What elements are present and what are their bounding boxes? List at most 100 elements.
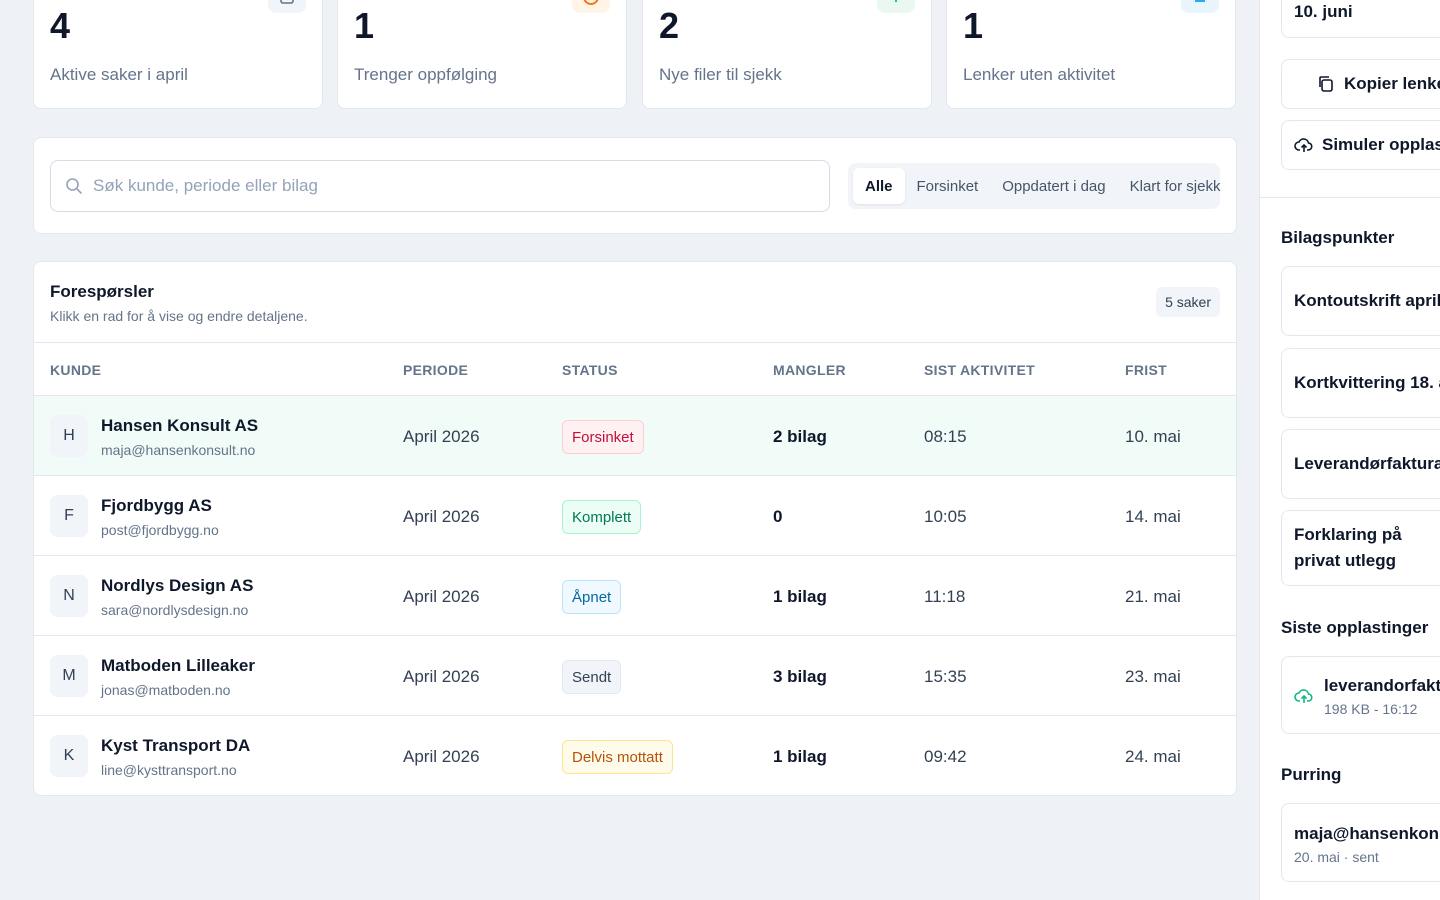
stat-card-active: 4 Aktive saker i april — [33, 0, 323, 109]
bilag-item-label: Kortkvittering 18. april — [1294, 373, 1440, 392]
customer-name: Hansen Konsult AS — [101, 416, 259, 435]
filter-panel: Alle Forsinket Oppdatert i dag Klart for… — [33, 137, 1237, 234]
table-row[interactable]: F Fjordbygg AS post@fjordbygg.no April 2… — [34, 476, 1236, 556]
status-badge: Sendt — [562, 660, 622, 694]
avatar: H — [50, 415, 88, 457]
purring-meta: 20. mai · sent — [1294, 849, 1379, 865]
column-header-period: PERIODE — [403, 362, 469, 378]
missing-cell: 1 bilag — [773, 747, 827, 766]
column-header-status: STATUS — [562, 362, 618, 378]
customer-name: Matboden Lilleaker — [101, 656, 255, 675]
count-badge: 5 saker — [1156, 287, 1220, 317]
stat-value: 2 — [659, 5, 680, 46]
deadline-cell: 14. mai — [1125, 507, 1181, 526]
panel-subtitle: Klikk en rad for å vise og endre detalje… — [50, 308, 308, 324]
bilag-item-label: Forklaring på privat utlegg — [1294, 525, 1402, 570]
column-header-customer: KUNDE — [50, 362, 102, 378]
alert-icon — [572, 0, 610, 13]
copy-link-button[interactable]: Kopier lenke — [1281, 59, 1440, 109]
detail-sidebar: 10. juni Kopier lenke Simuler opplasting… — [1259, 0, 1440, 900]
missing-cell: 2 bilag — [773, 427, 827, 446]
status-badge: Åpnet — [562, 580, 622, 614]
upload-item[interactable]: leverandorfaktura 198 KB - 16:12 — [1281, 656, 1440, 734]
table-row[interactable]: H Hansen Konsult AS maja@hansenkonsult.n… — [34, 396, 1236, 476]
requests-panel: Forespørsler Klikk en rad for å vise og … — [33, 261, 1237, 796]
column-header-last-activity: SIST AKTIVITET — [924, 362, 1036, 378]
stats-row: 4 Aktive saker i april 1 Trenger oppfølg… — [33, 0, 1237, 109]
upload-meta: 198 KB - 16:12 — [1324, 701, 1418, 717]
status-badge: Forsinket — [562, 420, 644, 454]
period-cell: April 2026 — [403, 507, 480, 526]
customer-name: Nordlys Design AS — [101, 576, 254, 595]
stat-label: Lenker uten aktivitet — [963, 65, 1116, 84]
search-input[interactable] — [93, 176, 793, 196]
period-cell: April 2026 — [403, 747, 480, 766]
bilag-item[interactable]: Kortkvittering 18. april — [1281, 348, 1440, 418]
filter-tab-delayed[interactable]: Forsinket — [916, 177, 979, 195]
avatar: K — [50, 735, 88, 777]
activity-cell: 08:15 — [924, 427, 967, 446]
purring-email: maja@hansenkonsult.no — [1294, 824, 1440, 843]
table-row[interactable]: N Nordlys Design AS sara@nordlysdesign.n… — [34, 556, 1236, 636]
table-header: KUNDE PERIODE STATUS MANGLER SIST AKTIVI… — [34, 342, 1236, 396]
customer-email: jonas@matboden.no — [101, 682, 231, 698]
filter-tabs: Alle Forsinket Oppdatert i dag Klart for… — [848, 163, 1220, 209]
stat-label: Trenger oppfølging — [354, 65, 498, 84]
copy-icon — [1319, 76, 1333, 92]
customer-email: sara@nordlysdesign.no — [101, 602, 249, 618]
customer-email: post@fjordbygg.no — [101, 522, 219, 538]
link-icon — [1181, 0, 1219, 13]
bilag-item-label: Kontoutskrift april — [1294, 291, 1440, 310]
copy-link-label: Kopier lenke — [1344, 74, 1440, 93]
stat-label: Nye filer til sjekk — [659, 65, 782, 84]
filter-tab-updated-today[interactable]: Oppdatert i dag — [1002, 177, 1106, 195]
period-cell: April 2026 — [403, 427, 480, 446]
uploads-heading: Siste opplastinger — [1281, 618, 1429, 637]
upload-filename: leverandorfaktura — [1324, 676, 1440, 695]
calendar-icon — [268, 0, 306, 13]
missing-cell: 3 bilag — [773, 667, 827, 686]
stat-card-inactive-links: 1 Lenker uten aktivitet — [946, 0, 1236, 109]
deadline-date-box: 10. juni — [1281, 0, 1440, 38]
status-badge: Komplett — [562, 500, 642, 534]
deadline-cell: 24. mai — [1125, 747, 1181, 766]
status-badge: Delvis mottatt — [562, 740, 673, 774]
missing-cell: 0 — [773, 507, 783, 526]
customer-name: Kyst Transport DA — [101, 736, 251, 755]
avatar: F — [50, 495, 88, 537]
column-header-deadline: FRIST — [1125, 362, 1167, 378]
bilag-item[interactable]: Leverandørfaktura — [1281, 429, 1440, 499]
upload-icon — [877, 0, 915, 13]
avatar: M — [50, 655, 88, 697]
table-row[interactable]: K Kyst Transport DA line@kysttransport.n… — [34, 716, 1236, 795]
sidebar-divider — [1260, 197, 1440, 198]
missing-cell: 1 bilag — [773, 587, 827, 606]
stat-card-followup: 1 Trenger oppfølging — [337, 0, 627, 109]
bilag-item[interactable]: Forklaring på privat utlegg — [1281, 510, 1440, 586]
deadline-cell: 21. mai — [1125, 587, 1181, 606]
period-cell: April 2026 — [403, 587, 480, 606]
period-cell: April 2026 — [403, 667, 480, 686]
stat-value: 4 — [50, 5, 71, 46]
purring-heading: Purring — [1281, 765, 1342, 784]
search-box[interactable] — [50, 160, 830, 212]
deadline-cell: 10. mai — [1125, 427, 1181, 446]
activity-cell: 15:35 — [924, 667, 967, 686]
bilag-item-label: Leverandørfaktura — [1294, 454, 1440, 473]
avatar: N — [50, 575, 88, 617]
table-row[interactable]: M Matboden Lilleaker jonas@matboden.no A… — [34, 636, 1236, 716]
simulate-upload-button[interactable]: Simuler opplasting — [1281, 120, 1440, 170]
panel-title: Forespørsler — [50, 282, 154, 301]
filter-tab-all[interactable]: Alle — [853, 168, 905, 204]
filter-tab-ready[interactable]: Klart for sjekk — [1129, 177, 1221, 195]
deadline-cell: 23. mai — [1125, 667, 1181, 686]
activity-cell: 10:05 — [924, 507, 967, 526]
cloud-upload-icon — [1294, 689, 1313, 703]
deadline-date: 10. juni — [1294, 2, 1353, 21]
bilag-item[interactable]: Kontoutskrift april — [1281, 266, 1440, 336]
stat-card-new-files: 2 Nye filer til sjekk — [642, 0, 932, 109]
simulate-upload-label: Simuler opplasting — [1322, 135, 1440, 154]
cloud-upload-icon — [1294, 138, 1313, 152]
column-header-missing: MANGLER — [773, 362, 846, 378]
purring-item[interactable]: maja@hansenkonsult.no 20. mai · sent — [1281, 803, 1440, 882]
